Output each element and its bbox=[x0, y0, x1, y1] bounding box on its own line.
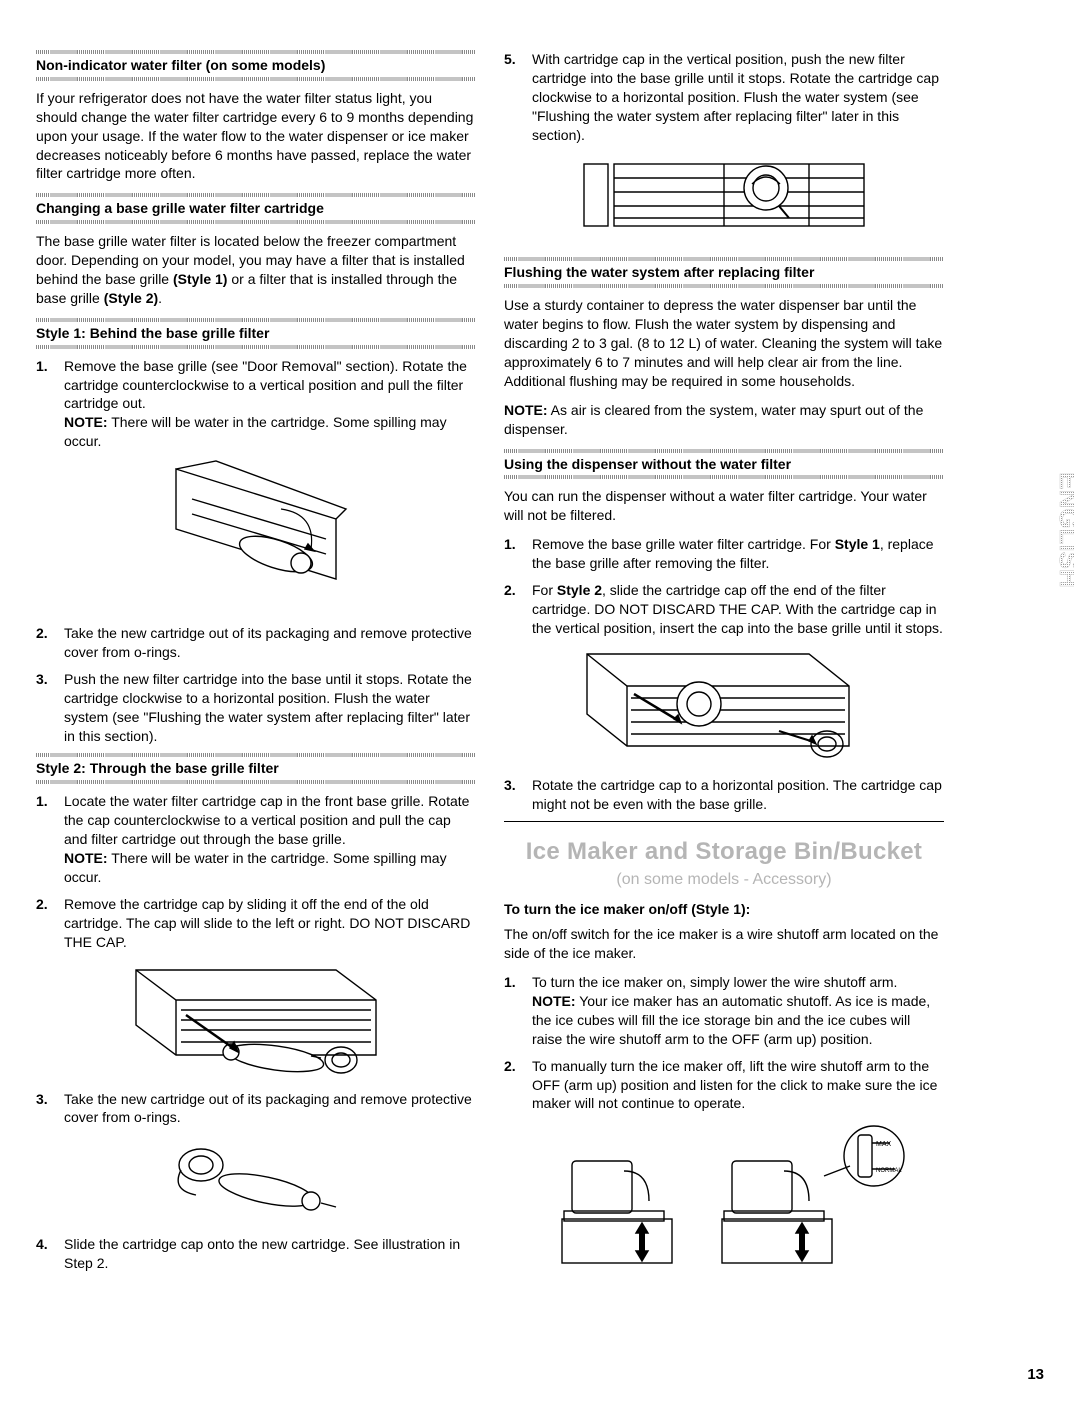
style1-steps: 1. Remove the base grille (see "Door Rem… bbox=[36, 357, 476, 451]
list-item: 4. Slide the cartridge cap onto the new … bbox=[36, 1235, 476, 1273]
list-item: 3. Push the new filter cartridge into th… bbox=[36, 670, 476, 746]
right-column: 5. With cartridge cap in the vertical po… bbox=[504, 50, 944, 1291]
step-number: 3. bbox=[504, 776, 522, 814]
section-title-icemaker: Ice Maker and Storage Bin/Bucket bbox=[504, 836, 944, 868]
style2-steps: 1. Locate the water filter cartridge cap… bbox=[36, 792, 476, 951]
step-number: 3. bbox=[36, 1090, 54, 1128]
heading-non-indicator: Non-indicator water filter (on some mode… bbox=[36, 50, 476, 81]
max-label: MAX bbox=[876, 1141, 892, 1148]
illustration-base-grille bbox=[504, 152, 944, 247]
illustration-icemaker: MAX NORMAL bbox=[504, 1121, 944, 1281]
style2-bold: Style 2 bbox=[557, 582, 602, 598]
list-item: 3. Take the new cartridge out of its pac… bbox=[36, 1090, 476, 1128]
language-tab-english: ENGLISH bbox=[1046, 440, 1074, 620]
step5: 5. With cartridge cap in the vertical po… bbox=[504, 50, 944, 144]
style1-steps-cont: 2. Take the new cartridge out of its pac… bbox=[36, 624, 476, 745]
style1-ref: (Style 1) bbox=[173, 271, 227, 287]
list-item: 2. Remove the cartridge cap by sliding i… bbox=[36, 895, 476, 952]
list-item: 1. Locate the water filter cartridge cap… bbox=[36, 792, 476, 886]
step-number: 1. bbox=[504, 535, 522, 573]
heading-style2: Style 2: Through the base grille filter bbox=[36, 753, 476, 784]
step-text: Slide the cartridge cap onto the new car… bbox=[64, 1235, 476, 1273]
step-text: Take the new cartridge out of its packag… bbox=[64, 1090, 476, 1128]
para-nofilter: You can run the dispenser without a wate… bbox=[504, 487, 944, 525]
icemaker-steps: 1. To turn the ice maker on, simply lowe… bbox=[504, 973, 944, 1113]
step-text: Push the new filter cartridge into the b… bbox=[64, 670, 476, 746]
divider bbox=[504, 821, 944, 822]
two-column-layout: Non-indicator water filter (on some mode… bbox=[36, 50, 1048, 1291]
illustration-style2-cap bbox=[36, 960, 476, 1080]
list-item: 2. To manually turn the ice maker off, l… bbox=[504, 1057, 944, 1114]
step-text: Remove the cartridge cap by sliding it o… bbox=[64, 895, 476, 952]
english-text: ENGLISH bbox=[1054, 472, 1074, 588]
step-number: 2. bbox=[36, 895, 54, 952]
list-item: 1. Remove the base grille (see "Door Rem… bbox=[36, 357, 476, 451]
step-text: Take the new cartridge out of its packag… bbox=[64, 624, 476, 662]
note-label: NOTE: bbox=[64, 414, 108, 430]
step-text: To manually turn the ice maker off, lift… bbox=[532, 1057, 944, 1114]
heading-style1: Style 1: Behind the base grille filter bbox=[36, 318, 476, 349]
note-label: NOTE: bbox=[504, 402, 548, 418]
para-flush: Use a sturdy container to depress the wa… bbox=[504, 296, 944, 390]
illustration-new-cartridge bbox=[36, 1135, 476, 1225]
step-text: Remove the base grille (see "Door Remova… bbox=[64, 358, 467, 412]
step-number: 4. bbox=[36, 1235, 54, 1273]
illustration-cap-insert bbox=[504, 646, 944, 766]
step-number: 1. bbox=[36, 357, 54, 451]
heading-changing: Changing a base grille water filter cart… bbox=[36, 193, 476, 224]
step-number: 2. bbox=[504, 1057, 522, 1114]
icemaker-para: The on/off switch for the ice maker is a… bbox=[504, 925, 944, 963]
note-text: There will be water in the cartridge. So… bbox=[64, 414, 447, 449]
note-text: There will be water in the cartridge. So… bbox=[64, 850, 447, 885]
text: Remove the base grille water filter cart… bbox=[532, 536, 835, 552]
step-text: Rotate the cartridge cap to a horizontal… bbox=[532, 776, 944, 814]
list-item: 2. For Style 2, slide the cartridge cap … bbox=[504, 581, 944, 638]
list-item: 1. To turn the ice maker on, simply lowe… bbox=[504, 973, 944, 1049]
icemaker-bold: To turn the ice maker on/off (Style 1): bbox=[504, 900, 944, 919]
para-non-indicator: If your refrigerator does not have the w… bbox=[36, 89, 476, 183]
style2-ref: (Style 2) bbox=[104, 290, 158, 306]
page-number: 13 bbox=[1027, 1365, 1044, 1385]
para-changing: The base grille water filter is located … bbox=[36, 232, 476, 308]
heading-flush: Flushing the water system after replacin… bbox=[504, 257, 944, 288]
list-item: 5. With cartridge cap in the vertical po… bbox=[504, 50, 944, 144]
note-text: Your ice maker has an automatic shutoff.… bbox=[532, 993, 930, 1047]
step-number: 2. bbox=[36, 624, 54, 662]
nofilter-steps-cont: 3. Rotate the cartridge cap to a horizon… bbox=[504, 776, 944, 814]
nofilter-steps: 1. Remove the base grille water filter c… bbox=[504, 535, 944, 637]
text: . bbox=[158, 290, 162, 306]
normal-label: NORMAL bbox=[876, 1168, 902, 1174]
step-text: To turn the ice maker on, simply lower t… bbox=[532, 974, 897, 990]
step-number: 2. bbox=[504, 581, 522, 638]
style1-bold: Style 1 bbox=[835, 536, 880, 552]
note-label: NOTE: bbox=[64, 850, 108, 866]
step-number: 5. bbox=[504, 50, 522, 144]
step-text: With cartridge cap in the vertical posit… bbox=[532, 50, 944, 144]
list-item: 1. Remove the base grille water filter c… bbox=[504, 535, 944, 573]
text: For bbox=[532, 582, 557, 598]
left-column: Non-indicator water filter (on some mode… bbox=[36, 50, 476, 1291]
step-text: Locate the water filter cartridge cap in… bbox=[64, 793, 469, 847]
heading-nofilter: Using the dispenser without the water fi… bbox=[504, 449, 944, 480]
list-item: 3. Rotate the cartridge cap to a horizon… bbox=[504, 776, 944, 814]
section-subtitle-icemaker: (on some models - Accessory) bbox=[504, 869, 944, 891]
note-text: As air is cleared from the system, water… bbox=[504, 402, 923, 437]
para-flush-note: NOTE: As air is cleared from the system,… bbox=[504, 401, 944, 439]
step-number: 3. bbox=[36, 670, 54, 746]
style2-steps-cont2: 4. Slide the cartridge cap onto the new … bbox=[36, 1235, 476, 1273]
illustration-style1-cartridge bbox=[36, 459, 476, 614]
note-label: NOTE: bbox=[532, 993, 576, 1009]
step-number: 1. bbox=[36, 792, 54, 886]
list-item: 2. Take the new cartridge out of its pac… bbox=[36, 624, 476, 662]
step-number: 1. bbox=[504, 973, 522, 1049]
style2-steps-cont: 3. Take the new cartridge out of its pac… bbox=[36, 1090, 476, 1128]
